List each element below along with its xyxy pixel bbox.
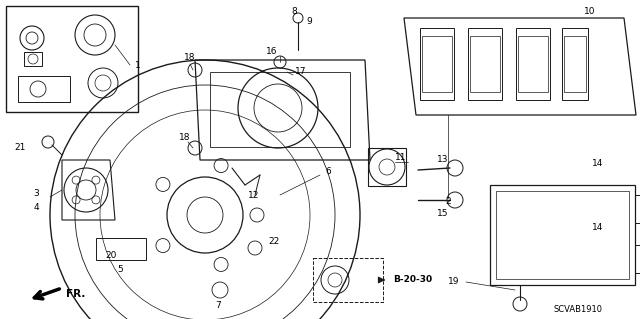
Text: 12: 12 — [248, 190, 259, 199]
Bar — [496, 191, 629, 279]
Bar — [562, 28, 588, 100]
Text: 13: 13 — [437, 155, 449, 165]
Text: 9: 9 — [306, 18, 312, 26]
Text: SCVAB1910: SCVAB1910 — [553, 306, 602, 315]
Bar — [24, 52, 42, 66]
Text: 7: 7 — [215, 301, 221, 310]
Bar — [420, 28, 454, 100]
Text: 19: 19 — [448, 278, 460, 286]
Bar — [516, 28, 550, 100]
Text: 11: 11 — [395, 152, 406, 161]
Text: 18: 18 — [184, 54, 196, 63]
Text: FR.: FR. — [66, 289, 85, 299]
Text: 15: 15 — [437, 209, 449, 218]
Bar — [422, 36, 452, 92]
Bar — [470, 36, 500, 92]
Text: 10: 10 — [584, 8, 596, 17]
Text: 22: 22 — [268, 238, 279, 247]
Bar — [313, 258, 383, 302]
Bar — [210, 72, 350, 147]
Text: 16: 16 — [266, 48, 278, 56]
Bar — [18, 76, 70, 102]
Text: 14: 14 — [592, 159, 604, 167]
Text: B-20-30: B-20-30 — [393, 276, 432, 285]
Bar — [6, 6, 138, 112]
Bar — [490, 185, 635, 285]
Bar — [468, 28, 502, 100]
Text: 21: 21 — [14, 144, 26, 152]
Bar — [518, 36, 548, 92]
Text: 18: 18 — [179, 132, 191, 142]
Text: 20: 20 — [105, 251, 116, 261]
Text: 1: 1 — [135, 61, 141, 70]
Text: 6: 6 — [325, 167, 331, 176]
Text: 14: 14 — [592, 224, 604, 233]
Bar — [96, 238, 146, 260]
Text: 4: 4 — [33, 204, 39, 212]
Bar — [635, 245, 640, 273]
Text: 2: 2 — [445, 197, 451, 206]
Bar — [635, 195, 640, 223]
Bar — [564, 36, 586, 92]
Text: 5: 5 — [117, 265, 123, 275]
Text: 3: 3 — [33, 189, 39, 197]
Bar — [368, 148, 406, 186]
Text: 17: 17 — [295, 68, 307, 77]
Text: 8: 8 — [291, 8, 297, 17]
